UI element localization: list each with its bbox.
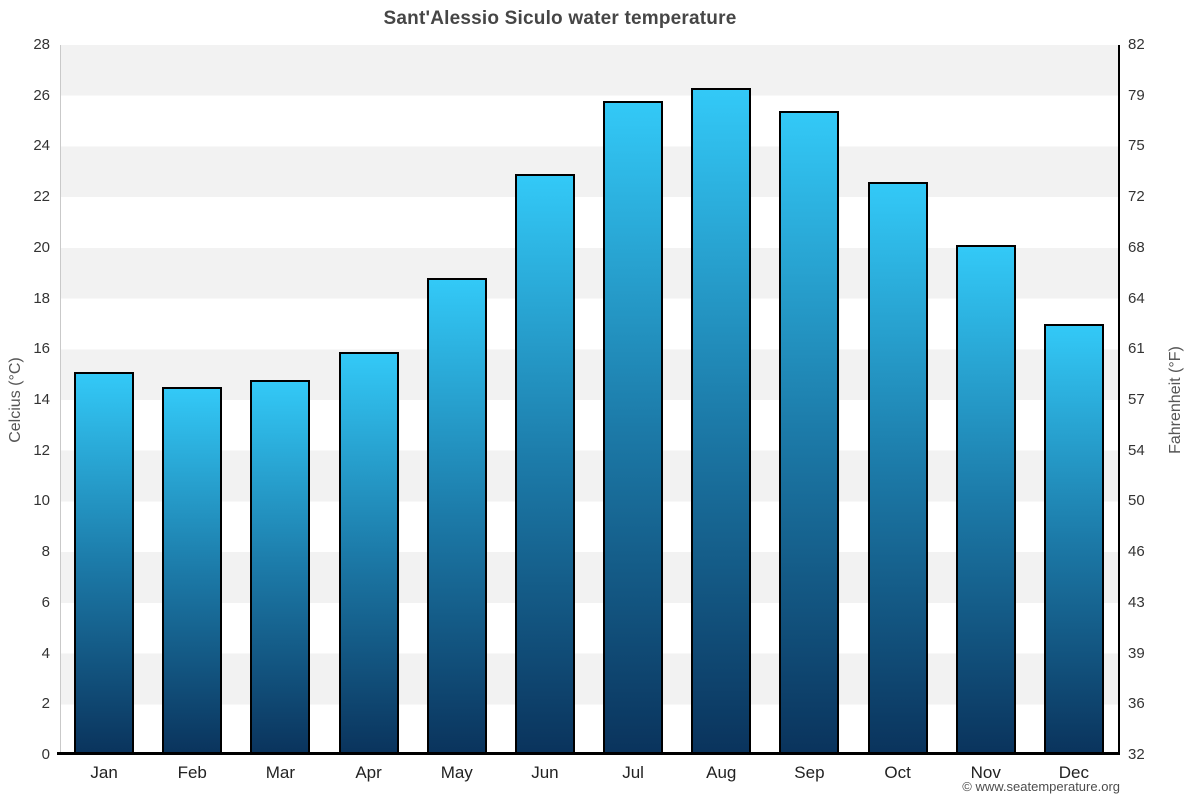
celsius-axis-line xyxy=(60,45,61,755)
bar-jan[interactable] xyxy=(74,372,135,755)
bar-oct[interactable] xyxy=(867,181,928,755)
y-tick-celsius-10: 10 xyxy=(33,492,50,510)
y-tick-celsius-18: 18 xyxy=(33,289,50,307)
bar-dec[interactable] xyxy=(1043,323,1104,755)
fahrenheit-axis-line xyxy=(1118,45,1120,755)
bar-mar[interactable] xyxy=(250,379,311,755)
y-tick-fahrenheit-64: 64 xyxy=(1128,289,1145,307)
y-tick-fahrenheit-50: 50 xyxy=(1128,492,1145,510)
x-label-feb: Feb xyxy=(177,763,207,782)
y-tick-fahrenheit-36: 36 xyxy=(1128,695,1145,713)
y-tick-fahrenheit-68: 68 xyxy=(1128,238,1145,256)
y-tick-fahrenheit-39: 39 xyxy=(1128,644,1145,662)
y-tick-celsius-0: 0 xyxy=(41,746,50,763)
bar-feb[interactable] xyxy=(162,387,223,755)
y-tick-fahrenheit-43: 43 xyxy=(1128,593,1145,611)
x-label-jan: Jan xyxy=(90,763,118,782)
x-label-mar: Mar xyxy=(265,763,296,782)
y-tick-celsius-6: 6 xyxy=(41,593,50,611)
bar-aug[interactable] xyxy=(691,88,752,755)
y-tick-celsius-12: 12 xyxy=(33,441,50,459)
y-tick-fahrenheit-32: 32 xyxy=(1128,746,1145,763)
bar-nov[interactable] xyxy=(955,245,1016,755)
bar-may[interactable] xyxy=(426,278,487,755)
chart-title: Sant'Alessio Siculo water temperature xyxy=(383,8,737,29)
y-tick-fahrenheit-82: 82 xyxy=(1128,36,1145,53)
x-label-oct: Oct xyxy=(884,763,911,782)
bar-apr[interactable] xyxy=(338,351,399,755)
y-tick-celsius-24: 24 xyxy=(33,137,50,155)
y-tick-fahrenheit-72: 72 xyxy=(1128,188,1145,206)
bar-jun[interactable] xyxy=(514,174,575,755)
x-label-nov: Nov xyxy=(970,763,1001,782)
x-axis-line xyxy=(57,752,1120,755)
x-label-dec: Dec xyxy=(1058,763,1090,782)
y-tick-celsius-2: 2 xyxy=(41,695,50,713)
y-tick-celsius-28: 28 xyxy=(33,36,50,53)
y-tick-celsius-8: 8 xyxy=(41,543,50,561)
bar-sep[interactable] xyxy=(779,110,840,755)
y-tick-celsius-4: 4 xyxy=(41,644,50,662)
y-tick-fahrenheit-54: 54 xyxy=(1128,441,1145,459)
y-tick-celsius-20: 20 xyxy=(33,238,50,256)
x-label-may: May xyxy=(440,763,473,782)
y-tick-fahrenheit-61: 61 xyxy=(1128,340,1145,358)
y-tick-celsius-22: 22 xyxy=(33,188,50,206)
y-tick-fahrenheit-46: 46 xyxy=(1128,543,1145,561)
y-tick-celsius-14: 14 xyxy=(33,391,50,408)
y-tick-fahrenheit-79: 79 xyxy=(1128,86,1145,104)
x-label-sep: Sep xyxy=(794,763,825,782)
x-label-aug: Aug xyxy=(706,763,737,782)
y-tick-celsius-26: 26 xyxy=(33,86,50,104)
bar-jul[interactable] xyxy=(603,100,664,755)
plot-area xyxy=(60,45,1118,755)
x-label-apr: Apr xyxy=(355,763,382,782)
y-tick-fahrenheit-57: 57 xyxy=(1128,391,1145,408)
x-label-jun: Jun xyxy=(531,763,559,782)
y-tick-fahrenheit-75: 75 xyxy=(1128,137,1145,155)
x-label-jul: Jul xyxy=(622,763,644,782)
y-tick-celsius-16: 16 xyxy=(33,340,50,358)
watermark: © www.seatemperature.org xyxy=(962,779,1120,794)
